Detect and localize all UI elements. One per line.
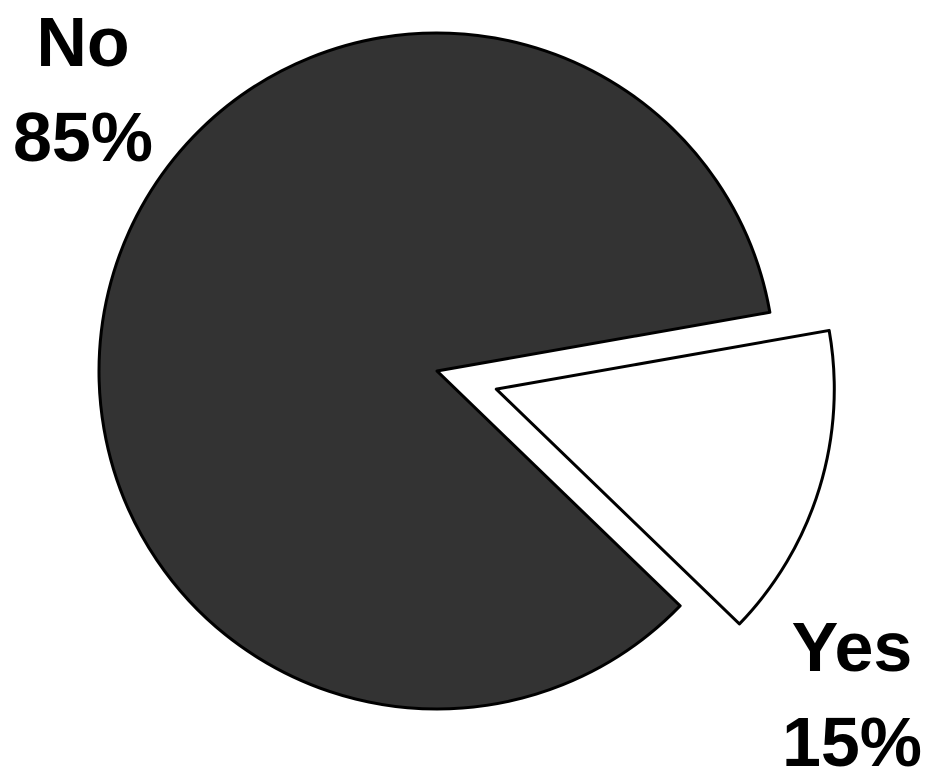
label-no: No bbox=[36, 3, 129, 81]
label-no-percent: 85% bbox=[13, 98, 153, 176]
pie-slices bbox=[97, 31, 836, 711]
label-yes-percent: 15% bbox=[782, 703, 922, 771]
pie-slice-yes bbox=[494, 328, 836, 626]
label-yes: Yes bbox=[792, 608, 913, 686]
pie-slice-no bbox=[97, 31, 772, 711]
